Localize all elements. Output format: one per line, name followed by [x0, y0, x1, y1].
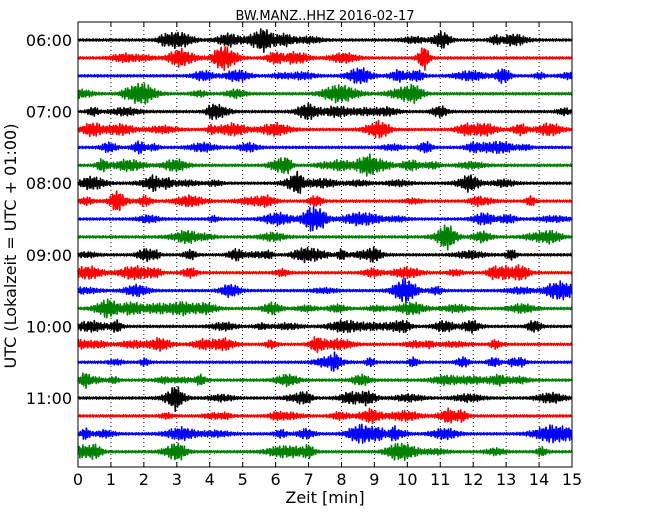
- x-tick-label: 2: [139, 470, 149, 489]
- trace-line: [77, 278, 573, 304]
- trace-line: [77, 224, 573, 251]
- y-tick-label: 11:00: [26, 389, 72, 408]
- trace-line: [77, 140, 573, 155]
- y-tick-label: 07:00: [26, 103, 72, 122]
- trace-line: [77, 372, 573, 390]
- x-tick-label: 0: [73, 470, 83, 489]
- y-axis-label: UTC (Lokalzeit = UTC + 01:00): [1, 124, 20, 369]
- x-tick-label: 5: [238, 470, 248, 489]
- trace-line: [77, 82, 573, 105]
- trace-line: [77, 319, 573, 334]
- plot-frame: [77, 21, 573, 468]
- trace-line: [77, 119, 573, 139]
- y-axis-ticks: 06:00 07:00 08:00 09:00 10:00 11:00: [26, 31, 572, 408]
- trace-line: [77, 336, 573, 354]
- trace-line: [77, 351, 573, 372]
- plot-background: [78, 22, 572, 467]
- trace-line: [77, 423, 573, 445]
- x-tick-label: 6: [271, 470, 281, 489]
- chart-title: BW.MANZ..HHZ 2016-02-17: [235, 9, 414, 24]
- y-tick-label: 09:00: [26, 246, 72, 265]
- trace-group: [77, 28, 573, 462]
- trace-line: [77, 46, 573, 71]
- x-axis-ticks: 0 1 2 3 4 5 6 7 8 9 10 11 12 13 14 15: [73, 22, 582, 489]
- x-tick-label: 4: [205, 470, 215, 489]
- x-axis-label: Zeit [min]: [285, 488, 364, 507]
- x-tick-label: 10: [397, 470, 417, 489]
- trace-line: [77, 102, 573, 121]
- y-tick-label: 10:00: [26, 317, 72, 336]
- x-tick-label: 9: [369, 470, 379, 489]
- trace-line: [77, 67, 573, 85]
- x-tick-label: 1: [106, 470, 116, 489]
- y-tick-label: 08:00: [26, 174, 72, 193]
- y-tick-label: 06:00: [26, 31, 72, 50]
- trace-line: [77, 264, 573, 281]
- trace-line: [77, 407, 573, 424]
- trace-line: [77, 170, 573, 195]
- trace-line: [77, 153, 573, 177]
- x-tick-label: 11: [430, 470, 450, 489]
- trace-line: [77, 206, 573, 232]
- trace-line: [77, 190, 573, 212]
- x-tick-label: 14: [529, 470, 549, 489]
- x-tick-label: 8: [336, 470, 346, 489]
- trace-line: [77, 442, 573, 462]
- trace-line: [77, 246, 573, 264]
- trace-line: [77, 386, 573, 412]
- x-tick-label: 3: [172, 470, 182, 489]
- trace-line: [77, 28, 573, 53]
- trace-line: [77, 298, 573, 319]
- x-tick-label: 12: [463, 470, 483, 489]
- x-tick-label: 13: [496, 470, 516, 489]
- x-tick-label: 7: [303, 470, 313, 489]
- x-tick-label: 15: [562, 470, 582, 489]
